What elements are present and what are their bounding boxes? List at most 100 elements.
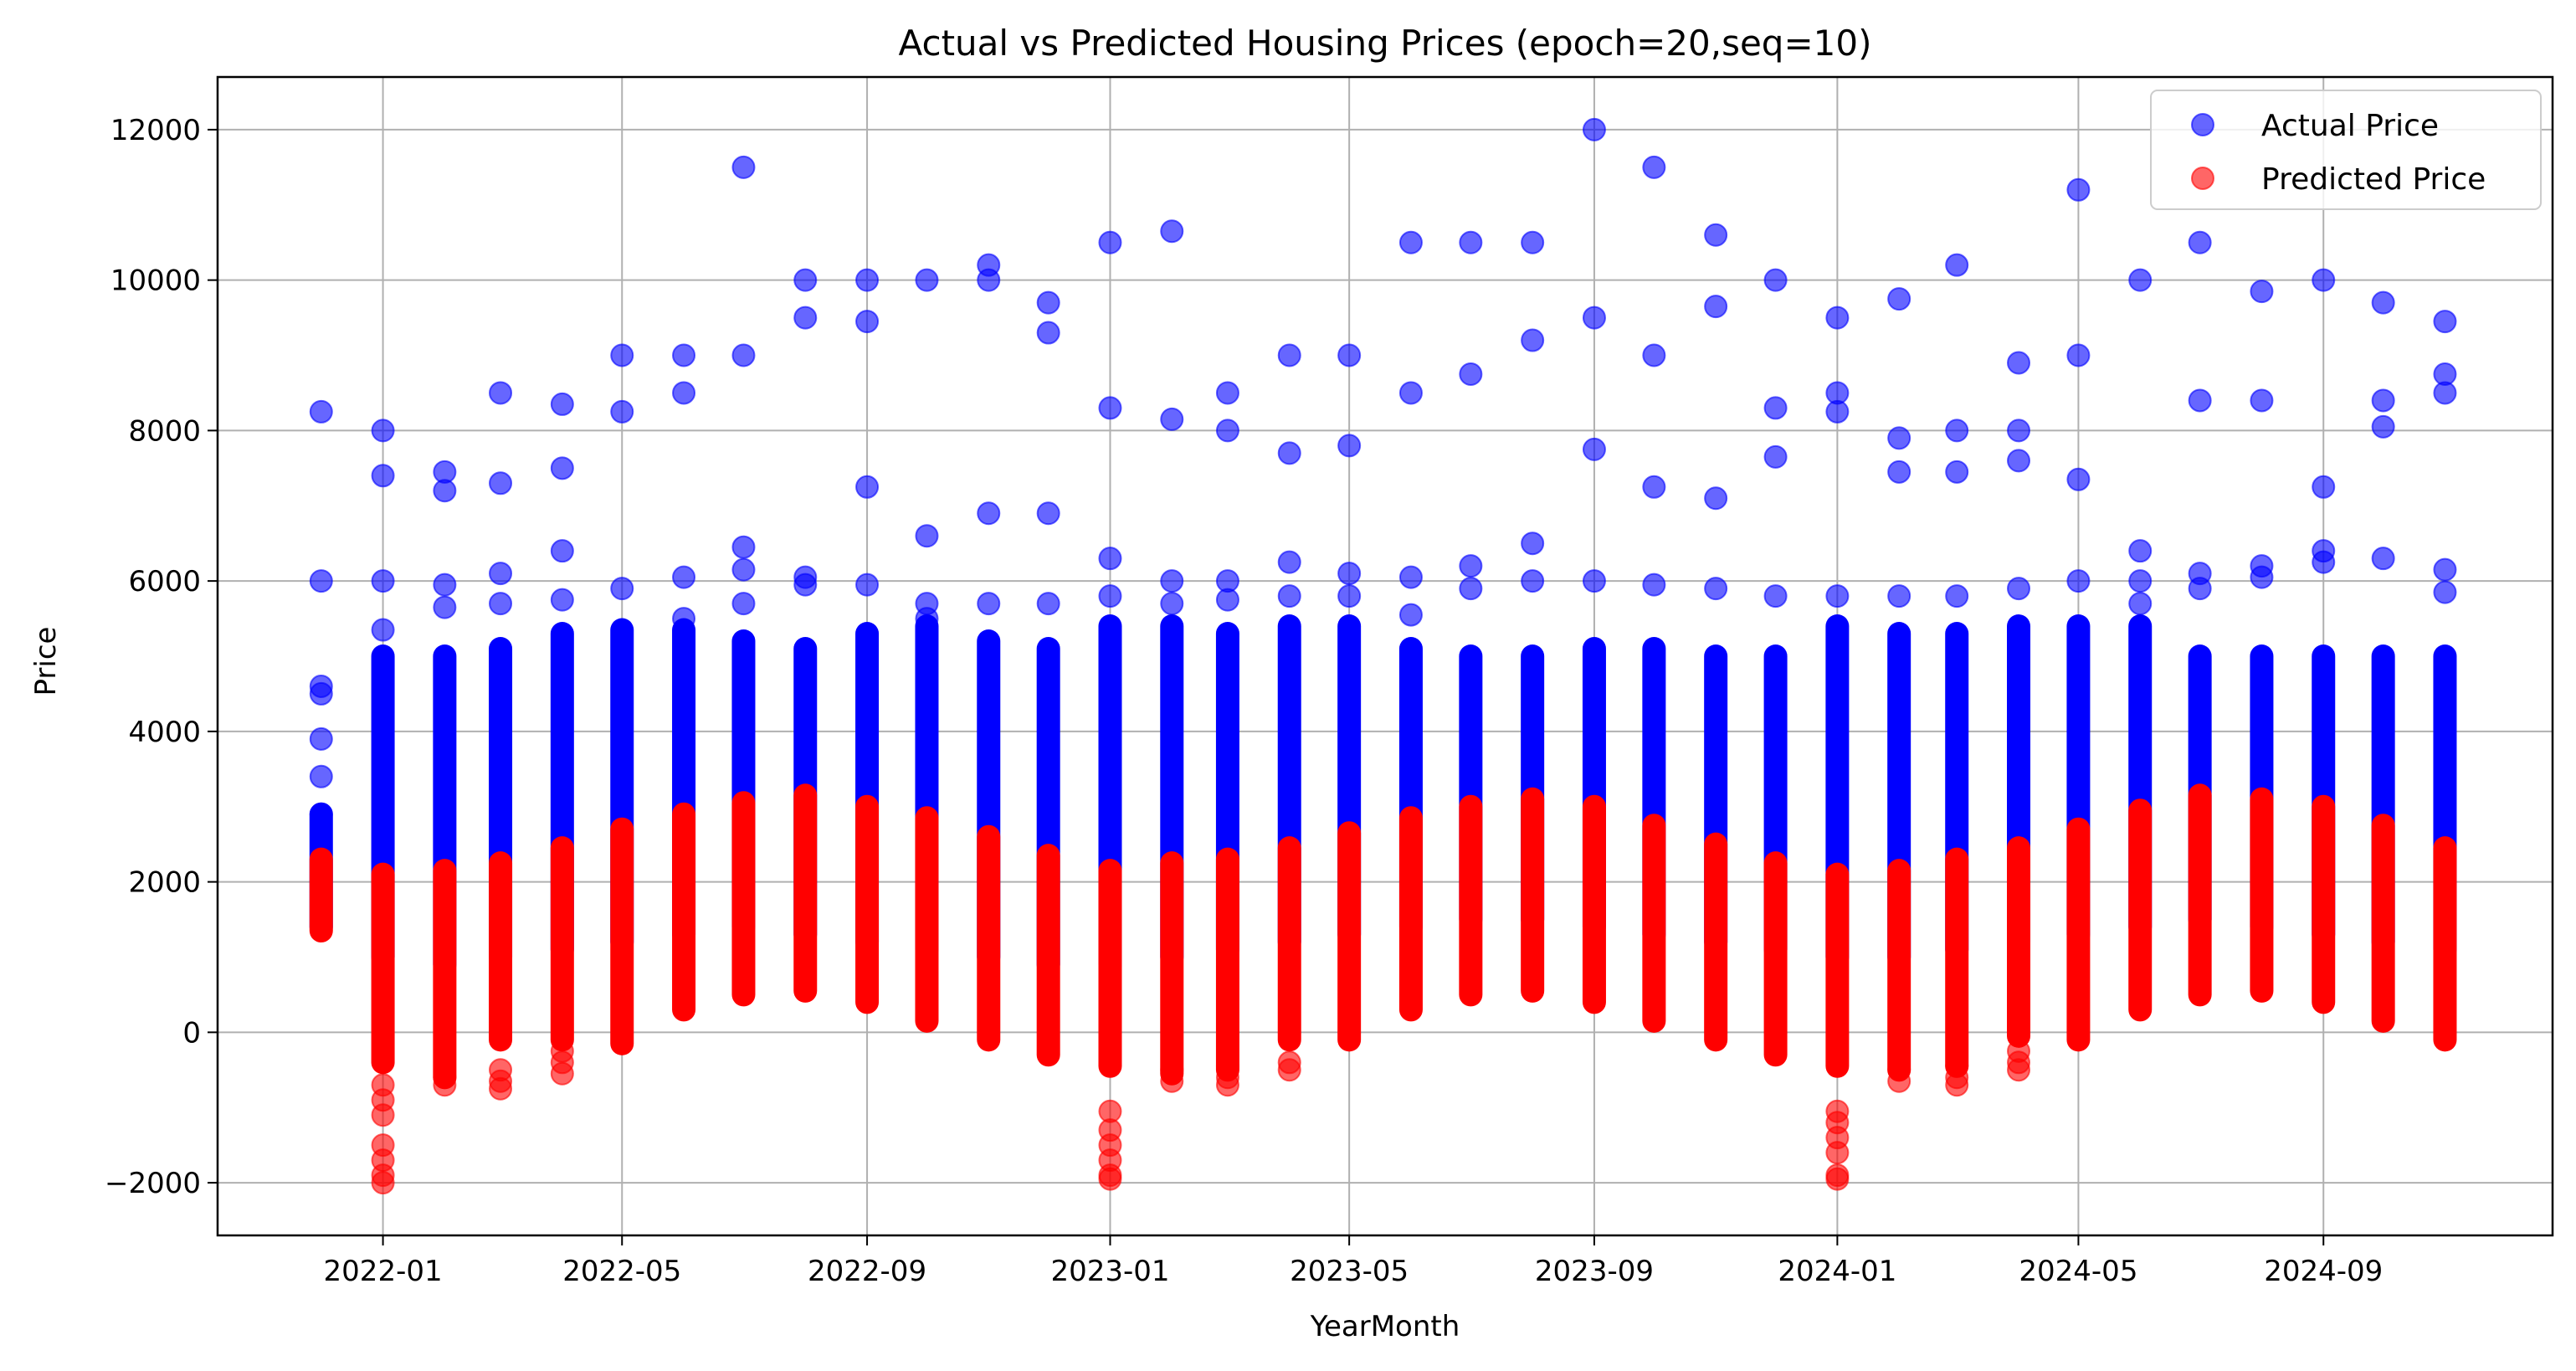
predicted-price-cluster (1459, 794, 1483, 1007)
actual-price-point (433, 479, 457, 503)
actual-price-point (2312, 268, 2336, 292)
y-tick-label: 0 (182, 1016, 201, 1050)
actual-price-point (1398, 381, 1423, 405)
actual-price-point (550, 456, 574, 480)
actual-price-point (1398, 230, 1423, 254)
predicted-price-cluster (672, 802, 696, 1022)
actual-price-point (1582, 569, 1606, 593)
y-axis-label: Price (29, 627, 63, 696)
actual-price-point (977, 501, 1001, 526)
actual-price-point (2250, 388, 2274, 413)
actual-price-point (2128, 592, 2153, 616)
predicted-price-cluster (2066, 817, 2091, 1052)
legend-label-actual: Actual Price (2261, 109, 2439, 143)
legend-box (2150, 90, 2542, 210)
actual-price-point (2066, 467, 2091, 491)
predicted-price-point (2007, 1039, 2031, 1063)
predicted-price-point (1825, 1167, 1850, 1191)
actual-price-point (1945, 584, 1969, 608)
actual-price-point (550, 392, 574, 416)
actual-price-point (915, 524, 939, 548)
actual-price-point (731, 592, 756, 616)
predicted-price-cluster (731, 791, 756, 1007)
predicted-price-cluster (433, 859, 457, 1090)
actual-price-point (1704, 223, 1728, 247)
actual-price-point (2250, 565, 2274, 589)
actual-price-point (1160, 407, 1184, 431)
actual-price-point (2371, 290, 2395, 315)
actual-price-point (2250, 280, 2274, 304)
actual-price-point (1887, 584, 1911, 608)
predicted-price-point (550, 1039, 574, 1063)
predicted-price-cluster (2433, 836, 2457, 1052)
predicted-price-cluster (1825, 862, 1850, 1078)
actual-price-point (2007, 418, 2031, 443)
actual-price-point (915, 607, 939, 631)
actual-price-point (1582, 306, 1606, 330)
actual-price-point (1036, 321, 1060, 345)
y-tick-label: 4000 (128, 716, 201, 749)
predicted-price-cluster (1945, 847, 1969, 1078)
actual-price-point (1763, 444, 1788, 469)
y-tick-label: 12000 (110, 114, 201, 147)
x-tick-label: 2022-01 (324, 1255, 443, 1288)
y-tick-label: 10000 (110, 264, 201, 298)
plot-frame (216, 75, 2554, 1237)
axis-ticks: −2000 0 2000 4000 6000 8000 10000 12000 2022-01 2… (105, 114, 2383, 1288)
actual-price-point (977, 268, 1001, 292)
predicted-price-cluster (1098, 859, 1122, 1078)
actual-price-point (1642, 343, 1666, 367)
actual-price-point (2312, 550, 2336, 574)
actual-price-point (1098, 230, 1122, 254)
predicted-price-cluster (1160, 851, 1184, 1086)
predicted-price-point (489, 1058, 513, 1082)
actual-price-point (672, 381, 696, 405)
actual-price-point (371, 618, 395, 642)
predicted-price-cluster (2007, 836, 2031, 1048)
actual-price-point (672, 607, 696, 631)
actual-price-point (1337, 343, 1362, 367)
actual-price-point (1704, 486, 1728, 511)
predicted-price-cluster (1582, 794, 1606, 1014)
actual-price-point (309, 399, 333, 424)
actual-price-point (1459, 362, 1483, 386)
predicted-price-point (1215, 1054, 1239, 1078)
actual-price-point (1582, 437, 1606, 461)
actual-price-point (2371, 388, 2395, 413)
actual-price-point (371, 569, 395, 593)
actual-price-point (550, 588, 574, 612)
predicted-price-cluster (489, 851, 513, 1052)
x-tick-label: 2022-05 (562, 1255, 681, 1288)
actual-price-point (2371, 414, 2395, 439)
actual-price-point (2066, 569, 2091, 593)
actual-price-point (1521, 531, 1545, 556)
actual-price-point (731, 557, 756, 582)
actual-price-point (1945, 460, 1969, 484)
x-axis-label: YearMonth (1310, 1310, 1460, 1343)
actual-price-point (1215, 381, 1239, 405)
actual-price-point (2007, 351, 2031, 375)
actual-price-point (731, 155, 756, 179)
actual-price-point (731, 535, 756, 559)
actual-price-point (1459, 577, 1483, 601)
actual-price-point (309, 764, 333, 788)
predicted-price-cluster (2250, 787, 2274, 1003)
actual-price-point (1825, 399, 1850, 424)
actual-price-point (793, 306, 818, 330)
actual-price-point (2188, 388, 2212, 413)
x-tick-label: 2023-05 (1290, 1255, 1409, 1288)
actual-price-point (1036, 501, 1060, 526)
predicted-price-point (1160, 1058, 1184, 1082)
actual-price-point (1036, 592, 1060, 616)
actual-price-point (1098, 584, 1122, 608)
actual-price-point (672, 343, 696, 367)
actual-price-point (1337, 434, 1362, 458)
actual-price-point (1763, 268, 1788, 292)
actual-price-point (2371, 547, 2395, 571)
actual-price-point (915, 268, 939, 292)
actual-price-point (2128, 268, 2153, 292)
actual-price-point (1398, 603, 1423, 627)
actual-price-point (2066, 177, 2091, 202)
actual-price-point (2007, 449, 2031, 473)
predicted-price-cluster (550, 836, 574, 1052)
